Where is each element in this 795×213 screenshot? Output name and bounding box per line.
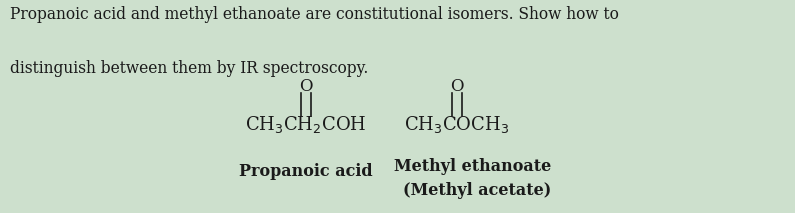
- Text: CH$_3$COCH$_3$: CH$_3$COCH$_3$: [405, 114, 510, 135]
- Text: CH$_3$CH$_2$COH: CH$_3$CH$_2$COH: [246, 114, 366, 135]
- Text: O: O: [300, 78, 312, 95]
- Text: distinguish between them by IR spectroscopy.: distinguish between them by IR spectrosc…: [10, 60, 369, 77]
- Text: Propanoic acid and methyl ethanoate are constitutional isomers. Show how to: Propanoic acid and methyl ethanoate are …: [10, 6, 619, 23]
- Text: (Methyl acetate): (Methyl acetate): [403, 182, 551, 199]
- Text: Methyl ethanoate: Methyl ethanoate: [394, 158, 551, 175]
- Text: O: O: [451, 78, 463, 95]
- Text: Propanoic acid: Propanoic acid: [239, 163, 373, 180]
